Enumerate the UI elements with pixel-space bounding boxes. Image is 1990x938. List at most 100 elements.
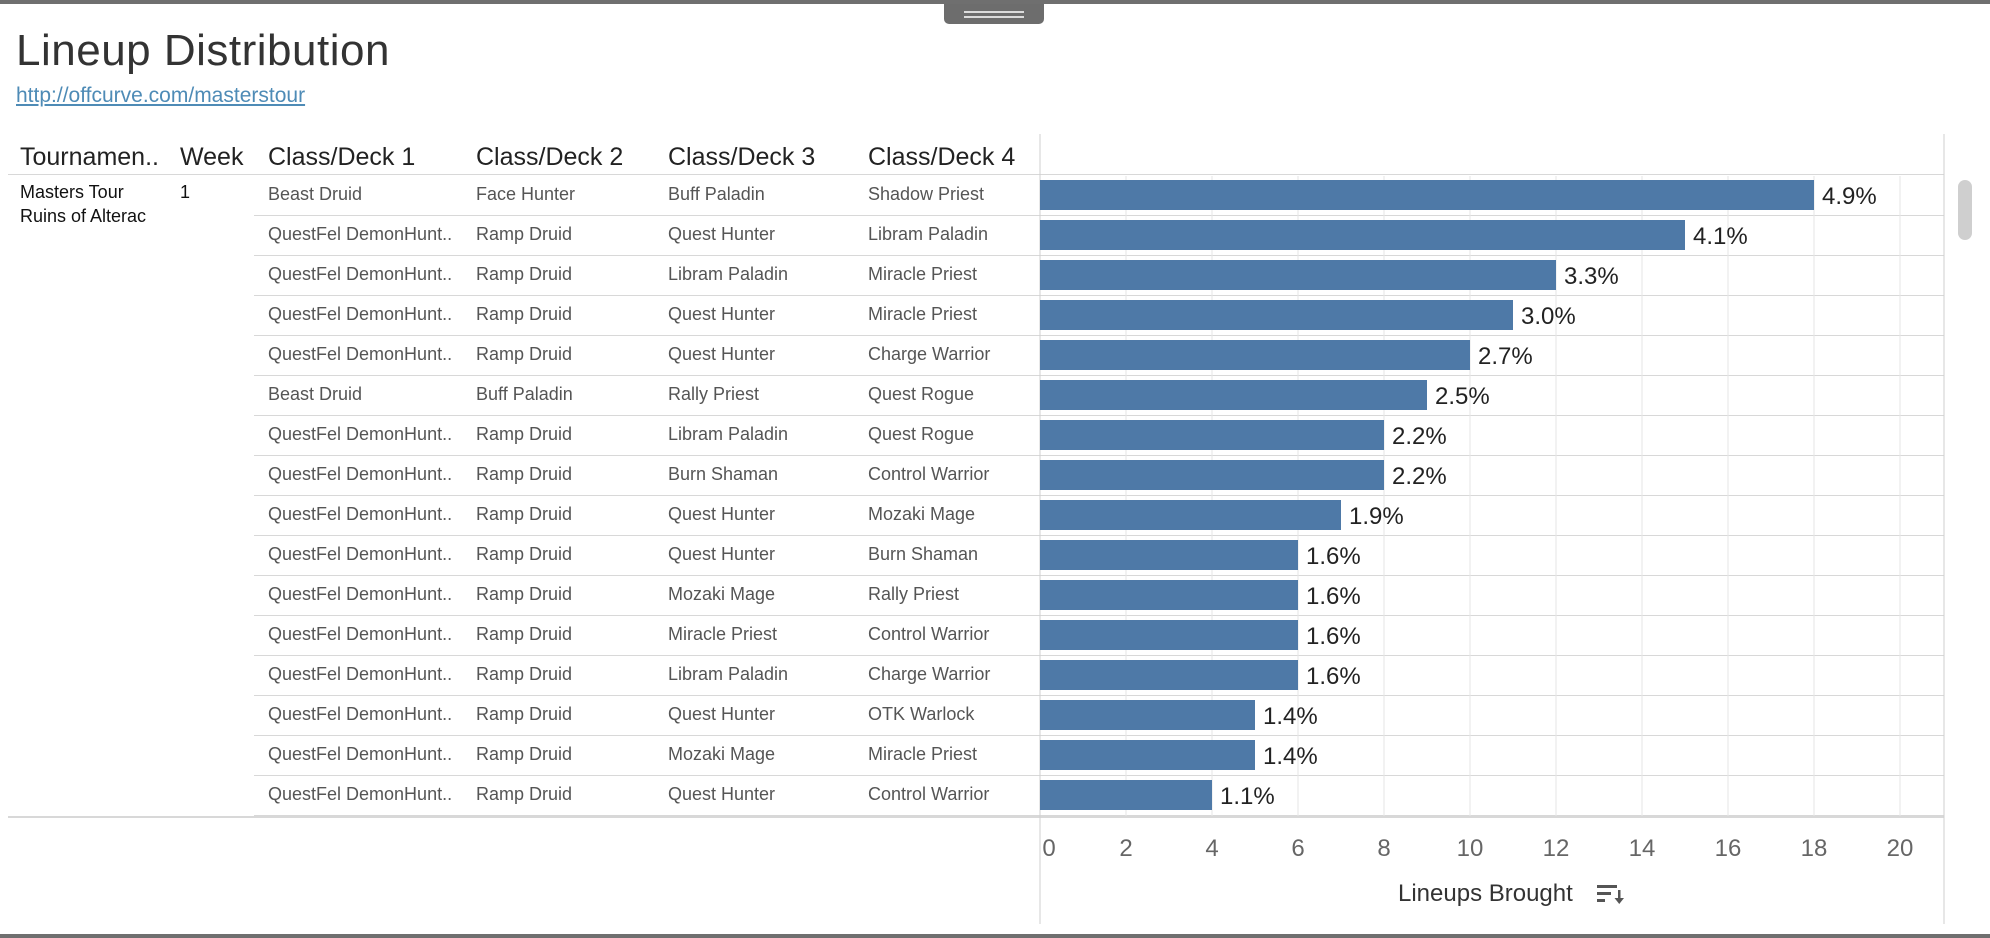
- deck-2-cell[interactable]: Ramp Druid: [476, 464, 573, 484]
- deck-4-cell[interactable]: Control Warrior: [868, 784, 990, 804]
- bar[interactable]: [1040, 780, 1212, 810]
- deck-3-cell[interactable]: Burn Shaman: [668, 464, 779, 484]
- column-header-week[interactable]: Week: [180, 143, 244, 171]
- deck-1-cell[interactable]: QuestFel DemonHunt..: [268, 544, 453, 564]
- column-header-deck-3[interactable]: Class/Deck 3: [668, 143, 816, 171]
- week-cell[interactable]: 1: [180, 182, 191, 202]
- deck-3-cell[interactable]: Mozaki Mage: [668, 744, 776, 764]
- deck-3-cell[interactable]: Buff Paladin: [668, 184, 765, 204]
- x-axis-title[interactable]: Lineups Brought: [1398, 880, 1573, 907]
- source-link[interactable]: http://offcurve.com/masterstour: [16, 84, 306, 107]
- deck-2-cell[interactable]: Ramp Druid: [476, 544, 573, 564]
- deck-4-cell[interactable]: OTK Warlock: [868, 704, 975, 724]
- deck-1-cell[interactable]: QuestFel DemonHunt..: [268, 664, 453, 684]
- column-header-deck-4[interactable]: Class/Deck 4: [868, 143, 1016, 171]
- bar[interactable]: [1040, 260, 1556, 290]
- deck-3-cell[interactable]: Libram Paladin: [668, 424, 789, 444]
- deck-2-cell[interactable]: Ramp Druid: [476, 424, 573, 444]
- deck-3-cell[interactable]: Quest Hunter: [668, 504, 776, 524]
- bar[interactable]: [1040, 740, 1255, 770]
- column-header-deck-2[interactable]: Class/Deck 2: [476, 143, 624, 171]
- row-divider: [254, 575, 1944, 576]
- column-header-deck-1[interactable]: Class/Deck 1: [268, 143, 416, 171]
- deck-4-cell[interactable]: Shadow Priest: [868, 184, 985, 204]
- deck-3-cell[interactable]: Rally Priest: [668, 384, 760, 404]
- deck-3-cell[interactable]: Mozaki Mage: [668, 584, 776, 604]
- column-header-tournament[interactable]: Tournamen..: [20, 143, 159, 171]
- deck-4-cell[interactable]: Mozaki Mage: [868, 504, 976, 524]
- deck-4-cell[interactable]: Miracle Priest: [868, 744, 978, 764]
- deck-1-cell[interactable]: QuestFel DemonHunt..: [268, 264, 453, 284]
- bar-value-label: 1.1%: [1220, 783, 1275, 810]
- drag-handle[interactable]: [944, 4, 1044, 24]
- row-divider: [254, 655, 1944, 656]
- deck-3-cell[interactable]: Miracle Priest: [668, 624, 778, 644]
- deck-3-cell[interactable]: Quest Hunter: [668, 544, 776, 564]
- deck-2-cell[interactable]: Ramp Druid: [476, 664, 573, 684]
- deck-2-cell[interactable]: Ramp Druid: [476, 744, 573, 764]
- tournament-cell[interactable]: Masters Tour Ruins of Alterac: [20, 180, 146, 228]
- bar[interactable]: [1040, 660, 1298, 690]
- deck-3-cell[interactable]: Libram Paladin: [668, 264, 789, 284]
- bar[interactable]: [1040, 620, 1298, 650]
- bar[interactable]: [1040, 500, 1341, 530]
- deck-3-cell[interactable]: Quest Hunter: [668, 704, 776, 724]
- deck-1-cell[interactable]: QuestFel DemonHunt..: [268, 344, 453, 364]
- deck-4-cell[interactable]: Burn Shaman: [868, 544, 979, 564]
- deck-1-cell[interactable]: QuestFel DemonHunt..: [268, 624, 453, 644]
- deck-4-cell[interactable]: Quest Rogue: [868, 384, 975, 404]
- deck-1-cell[interactable]: QuestFel DemonHunt..: [268, 464, 453, 484]
- deck-2-cell[interactable]: Ramp Druid: [476, 344, 573, 364]
- deck-4-cell[interactable]: Libram Paladin: [868, 224, 989, 244]
- deck-2-cell[interactable]: Ramp Druid: [476, 624, 573, 644]
- bar[interactable]: [1040, 180, 1814, 210]
- bar[interactable]: [1040, 220, 1685, 250]
- bar-value-label: 1.6%: [1306, 543, 1361, 570]
- deck-4-cell[interactable]: Rally Priest: [868, 584, 960, 604]
- bar[interactable]: [1040, 300, 1513, 330]
- deck-3-cell[interactable]: Quest Hunter: [668, 344, 776, 364]
- deck-1-cell[interactable]: Beast Druid: [268, 384, 363, 404]
- deck-3-cell[interactable]: Libram Paladin: [668, 664, 789, 684]
- deck-4-cell[interactable]: Charge Warrior: [868, 344, 991, 364]
- deck-4-cell[interactable]: Control Warrior: [868, 624, 990, 644]
- deck-2-cell[interactable]: Buff Paladin: [476, 384, 573, 404]
- deck-4-cell[interactable]: Charge Warrior: [868, 664, 991, 684]
- deck-2-cell[interactable]: Ramp Druid: [476, 584, 573, 604]
- deck-3-cell[interactable]: Quest Hunter: [668, 304, 776, 324]
- deck-1-cell[interactable]: QuestFel DemonHunt..: [268, 584, 453, 604]
- deck-2-cell[interactable]: Ramp Druid: [476, 264, 573, 284]
- bar[interactable]: [1040, 380, 1427, 410]
- deck-3-cell[interactable]: Quest Hunter: [668, 784, 776, 804]
- sort-descending-icon[interactable]: [1595, 882, 1625, 906]
- bar[interactable]: [1040, 700, 1255, 730]
- deck-4-cell[interactable]: Miracle Priest: [868, 264, 978, 284]
- deck-1-cell[interactable]: QuestFel DemonHunt..: [268, 304, 453, 324]
- deck-1-cell[interactable]: QuestFel DemonHunt..: [268, 504, 453, 524]
- deck-3-cell[interactable]: Quest Hunter: [668, 224, 776, 244]
- vertical-scrollbar[interactable]: [1958, 180, 1972, 240]
- bar[interactable]: [1040, 420, 1384, 450]
- deck-4-cell[interactable]: Control Warrior: [868, 464, 990, 484]
- bar[interactable]: [1040, 540, 1298, 570]
- deck-1-cell[interactable]: QuestFel DemonHunt..: [268, 424, 453, 444]
- bar[interactable]: [1040, 340, 1470, 370]
- deck-2-cell[interactable]: Ramp Druid: [476, 504, 573, 524]
- deck-2-cell[interactable]: Face Hunter: [476, 184, 576, 204]
- deck-1-cell[interactable]: QuestFel DemonHunt..: [268, 704, 453, 724]
- bar[interactable]: [1040, 460, 1384, 490]
- deck-1-cell[interactable]: Beast Druid: [268, 184, 363, 204]
- deck-1-cell[interactable]: QuestFel DemonHunt..: [268, 744, 453, 764]
- deck-2-cell[interactable]: Ramp Druid: [476, 704, 573, 724]
- deck-1-cell[interactable]: QuestFel DemonHunt..: [268, 784, 453, 804]
- deck-2-cell[interactable]: Ramp Druid: [476, 224, 573, 244]
- deck-1-cell[interactable]: QuestFel DemonHunt..: [268, 224, 453, 244]
- deck-2-cell[interactable]: Ramp Druid: [476, 784, 573, 804]
- bar[interactable]: [1040, 580, 1298, 610]
- deck-4-cell[interactable]: Quest Rogue: [868, 424, 975, 444]
- deck-4-cell[interactable]: Miracle Priest: [868, 304, 978, 324]
- x-tick-label: 6: [1291, 835, 1304, 862]
- row-divider: [254, 295, 1944, 296]
- deck-2-cell[interactable]: Ramp Druid: [476, 304, 573, 324]
